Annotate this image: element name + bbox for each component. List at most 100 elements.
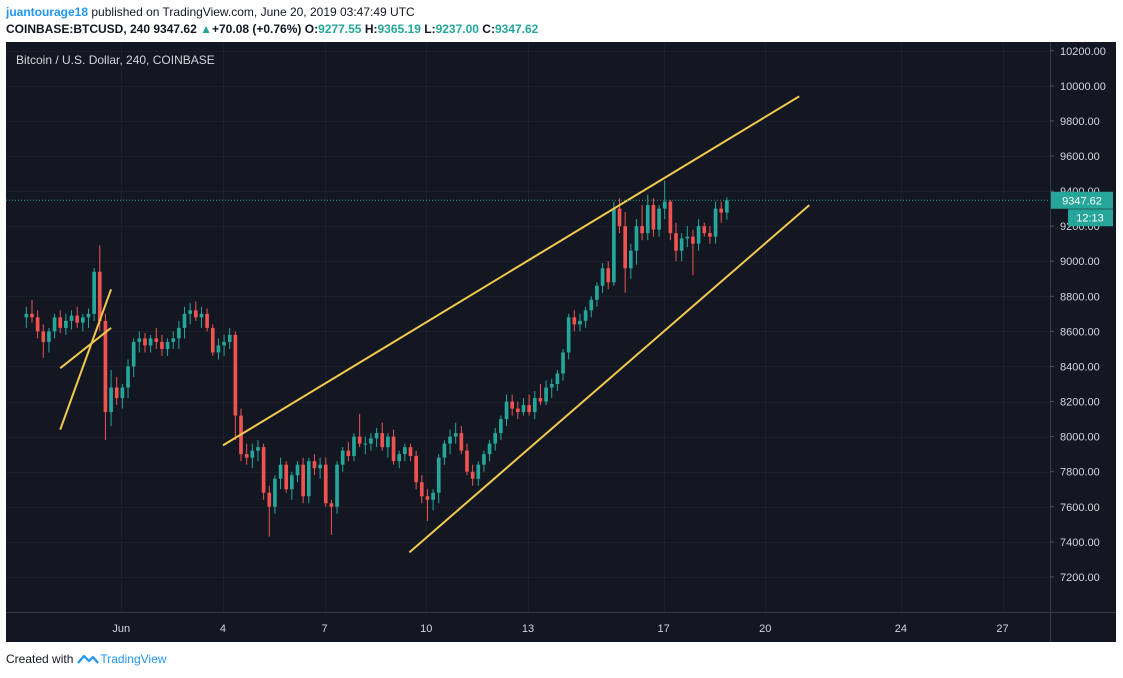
created-with-text: Created with	[6, 652, 74, 666]
candle-body	[182, 313, 187, 328]
candle-body	[708, 233, 712, 237]
candle-body	[64, 320, 68, 328]
candle-body	[685, 236, 690, 239]
candle-body	[69, 315, 74, 321]
price-axis-labels: 7200.00 7400.00 7600.00 7800.00 8000.00 8200.…	[1050, 46, 1106, 584]
candle-body	[154, 338, 159, 342]
time-tick-label: 10	[420, 623, 432, 635]
candle-body	[425, 496, 430, 500]
author-link[interactable]: juantourage18	[6, 5, 89, 19]
price-change: +70.08 (+0.76%)	[212, 22, 302, 36]
candle-body	[227, 334, 232, 342]
candle-body	[515, 408, 520, 413]
candle-body	[346, 450, 351, 456]
candle-body	[623, 226, 628, 269]
candle-body	[691, 236, 695, 244]
trendline	[59, 288, 113, 430]
time-tick-label: 27	[996, 623, 1008, 635]
candle-body	[165, 341, 170, 349]
candle-body	[719, 208, 724, 213]
candle-body	[713, 208, 718, 237]
candle-body	[256, 447, 260, 451]
trendlines	[59, 95, 810, 554]
candle-body	[668, 201, 673, 234]
time-tick-label: 4	[220, 623, 226, 635]
chart-title: Bitcoin / U.S. Dollar, 240, COINBASE	[16, 53, 215, 67]
price-chart[interactable]: 7200.00 7400.00 7600.00 7800.00 8000.00 8200.…	[6, 42, 1116, 642]
candle-body	[453, 433, 458, 437]
price-tick-label: 7600.00	[1060, 502, 1100, 514]
candle-body	[290, 475, 294, 490]
candle-body	[335, 464, 339, 507]
candle-body	[261, 447, 266, 493]
candle-body	[549, 384, 554, 388]
time-tick-label: 24	[895, 623, 907, 635]
candle-body	[555, 373, 560, 384]
candle-body	[363, 443, 368, 445]
price-axis[interactable]	[1050, 42, 1116, 612]
candle-body	[24, 313, 29, 318]
candle-body	[459, 433, 464, 451]
published-text: published on TradingView.com, June 20, 2…	[91, 5, 415, 19]
candle-body	[97, 271, 102, 321]
candle-body	[120, 387, 125, 399]
candle-body	[578, 320, 582, 325]
candle-body	[86, 313, 91, 318]
candle-body	[386, 436, 390, 448]
plot-area[interactable]	[6, 42, 1050, 612]
candle-body	[662, 201, 667, 209]
candle-body	[216, 345, 221, 353]
candle-body	[357, 436, 362, 444]
candle-body	[301, 464, 305, 497]
candle-body	[572, 317, 577, 325]
candle-body	[640, 226, 644, 234]
candle-body	[267, 492, 272, 507]
candle-body	[92, 271, 96, 314]
high-value: 9365.19	[377, 22, 421, 36]
tradingview-link[interactable]: TradingView	[100, 652, 167, 666]
price-tick-label: 10200.00	[1060, 46, 1106, 58]
price-tick-label: 10000.00	[1060, 81, 1106, 93]
candle-body	[306, 461, 311, 497]
footer: Created with TradingView	[6, 652, 166, 666]
candle-body	[634, 226, 639, 251]
candle-body	[600, 268, 605, 286]
candle-body	[532, 398, 537, 413]
price-tick-label: 7800.00	[1060, 467, 1100, 479]
candle-body	[340, 450, 345, 465]
trendline	[222, 95, 800, 447]
candle-body	[171, 338, 176, 342]
candle-body	[222, 341, 226, 346]
candle-body	[679, 238, 684, 251]
candle-body	[448, 436, 452, 444]
candle-body	[143, 338, 147, 346]
publish-line: juantourage18 published on TradingView.c…	[6, 5, 415, 19]
time-tick-label: 13	[522, 623, 534, 635]
candle-body	[273, 478, 277, 507]
candle-body	[177, 327, 181, 339]
candle-body	[210, 327, 215, 353]
time-tick-label: 17	[657, 623, 669, 635]
tradingview-logo-icon	[77, 654, 100, 664]
price-tick-label: 8400.00	[1060, 361, 1100, 373]
candle-body	[126, 366, 130, 388]
candle-body	[199, 313, 204, 318]
candle-body	[380, 433, 385, 448]
candle-body	[493, 433, 498, 444]
candle-body	[499, 419, 503, 434]
candle-body	[403, 447, 407, 455]
candle-body	[47, 331, 51, 342]
last-price-tag-text: 9347.62	[1062, 195, 1102, 207]
candle-body	[75, 315, 80, 323]
price-tick-label: 9800.00	[1060, 116, 1100, 128]
candle-body	[323, 464, 328, 504]
price-tick-label: 8600.00	[1060, 326, 1100, 338]
time-tick-label: 7	[322, 623, 328, 635]
time-axis[interactable]	[6, 612, 1116, 642]
candle-body	[482, 454, 486, 465]
close-value: 9347.62	[494, 22, 539, 36]
price-tick-label: 8800.00	[1060, 291, 1100, 303]
candle-body	[521, 405, 526, 413]
time-axis-labels: Jun 4 7 10 13 17 20 24 27	[112, 623, 1008, 635]
candle-body	[52, 317, 57, 332]
